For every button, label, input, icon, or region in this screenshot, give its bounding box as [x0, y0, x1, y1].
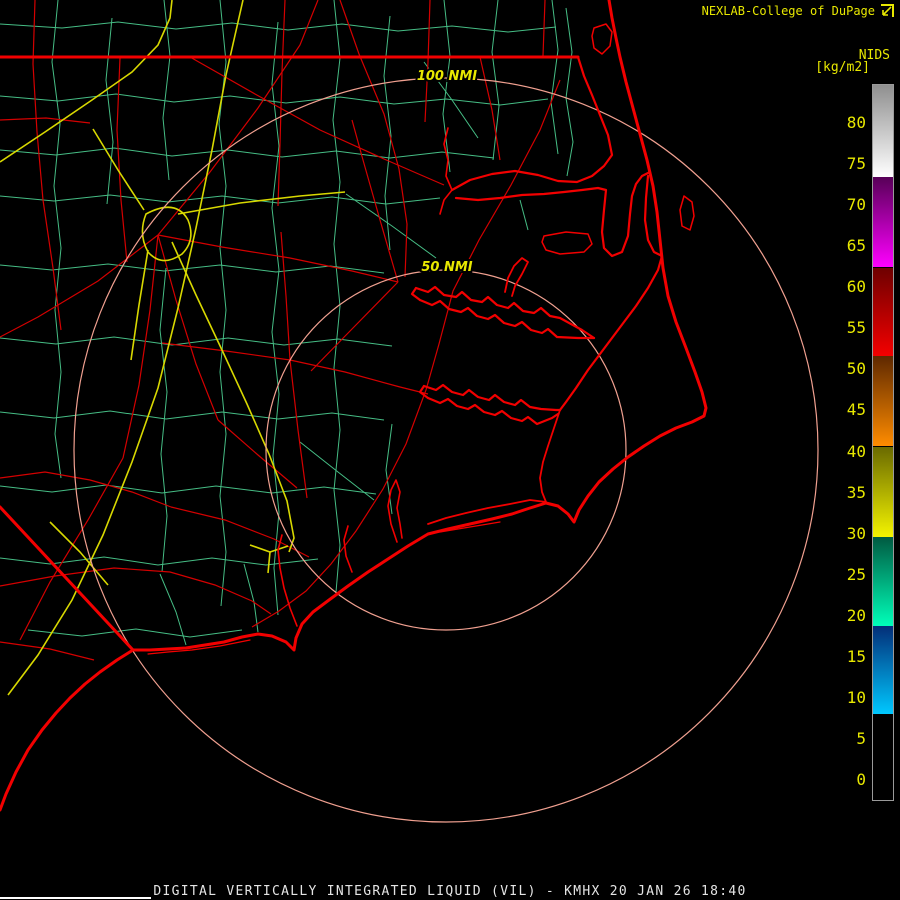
albemarle-north-shore: [450, 55, 614, 192]
neuse-river-north: [422, 383, 562, 412]
product-caption: DIGITAL VERTICALLY INTEGRATED LIQUID (VI…: [153, 884, 747, 899]
pungo-river: [504, 257, 529, 297]
range-ring-100nmi: [73, 77, 819, 823]
pamlico-sound-west-shore: [558, 174, 664, 412]
neuse-river-south: [426, 396, 560, 426]
colorbar-tick-10: 10: [846, 687, 866, 707]
colorbar-segment-orange: [873, 356, 893, 447]
highways-red: [0, 0, 561, 661]
pamlico-river-south: [418, 298, 596, 340]
colorbar-segment-magenta: [873, 177, 893, 268]
colorbar-tick-35: 35: [846, 482, 866, 502]
range-ring-labels: 100 NMI 50 NMI: [415, 67, 479, 277]
header: NEXLAB-College of DuPage: [702, 4, 894, 18]
cod-logo-icon: [881, 4, 894, 17]
colorbar-units: NIDS [kg/m2]: [815, 48, 890, 75]
core-sound-shore: [427, 409, 561, 525]
colorbar-tick-25: 25: [846, 564, 866, 584]
neuse-river-tip: [418, 384, 430, 400]
colorbar-units-line2: [kg/m2]: [815, 60, 870, 75]
colorbar-segment-gray: [873, 85, 893, 178]
colorbar-tick-45: 45: [846, 400, 866, 420]
colorbar-tick-0: 0: [856, 770, 866, 789]
colorbar-segment-red: [873, 267, 893, 357]
colorbar-units-line1: NIDS: [858, 48, 890, 63]
colorbar-tick-15: 15: [846, 646, 866, 666]
colorbar-tick-60: 60: [846, 277, 866, 297]
outer-coastline: [0, 0, 708, 812]
chowan-river: [439, 127, 453, 215]
coastline-borders: [0, 0, 708, 812]
pamlico-river-north: [414, 285, 596, 340]
colorbar-segment-blue: [873, 625, 893, 715]
colorbar-segment-yellow: [873, 446, 893, 537]
colorbar-tick-5: 5: [856, 728, 866, 748]
colorbar-tick-55: 55: [846, 318, 866, 338]
colorbar-tick-75: 75: [846, 154, 866, 174]
county-lines: [0, 0, 574, 646]
colorbar-tick-80: 80: [846, 113, 866, 132]
colorbar-segment-green: [873, 536, 893, 626]
colorbar: [872, 84, 894, 801]
range-rings: [73, 77, 819, 823]
ring-label-50nmi: 50 NMI: [421, 260, 472, 275]
state-border-nc-sc: [0, 505, 135, 652]
south-barrier-islands: [147, 639, 251, 655]
range-ring-50nmi: [265, 269, 627, 631]
bogue-banks-outline: [439, 521, 501, 533]
pamlico-river-tip: [410, 286, 422, 302]
colorbar-tick-40: 40: [846, 441, 866, 461]
colorbar-tick-20: 20: [846, 605, 866, 625]
colorbar-segment-black: [873, 714, 893, 800]
site-title: NEXLAB-College of DuPage: [701, 4, 875, 18]
new-river: [387, 479, 403, 543]
colorbar-tick-70: 70: [846, 195, 866, 215]
cape-fear-river: [277, 534, 298, 627]
lake-mattamuskeet: [541, 231, 593, 255]
interstates-yellow: [0, 0, 346, 696]
currituck-islands: [591, 23, 613, 55]
ring-label-100nmi: 100 NMI: [417, 69, 477, 84]
colorbar-tick-50: 50: [846, 359, 866, 379]
colorbar-tick-30: 30: [846, 523, 866, 543]
bottom-rule: [0, 897, 151, 899]
albemarle-south-shore: [454, 170, 652, 258]
white-oak-river: [343, 525, 353, 573]
colorbar-tick-65: 65: [846, 236, 866, 256]
roanoke-island: [679, 195, 695, 231]
